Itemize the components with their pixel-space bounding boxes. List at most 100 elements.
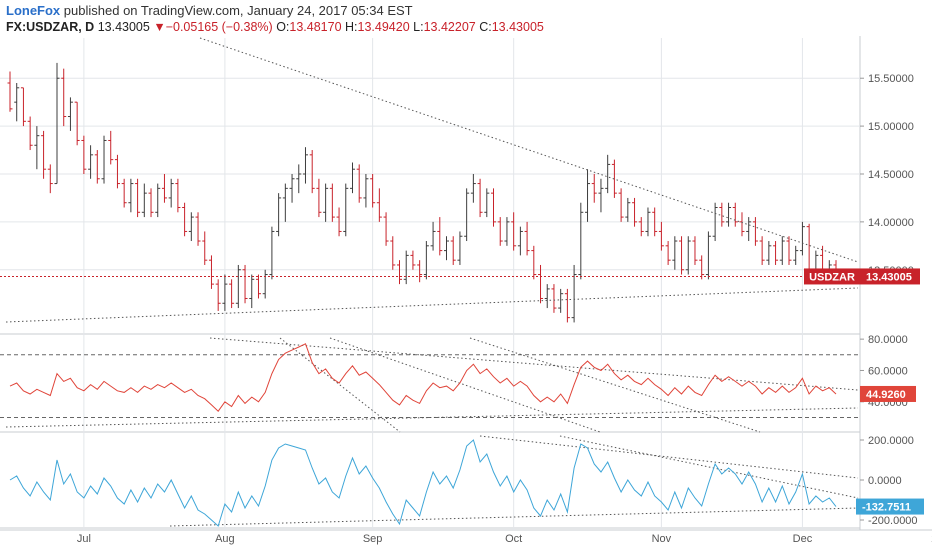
ohlc-bar bbox=[491, 188, 497, 227]
ohlc-bar bbox=[497, 217, 503, 246]
high-value: 13.49420 bbox=[357, 20, 410, 34]
high-label: H: bbox=[345, 20, 358, 34]
ohlc-bar bbox=[410, 250, 416, 270]
ohlc-bar bbox=[222, 274, 228, 311]
ohlc-bar bbox=[255, 274, 261, 299]
ohlc-bar bbox=[182, 202, 188, 237]
ohlc-bar bbox=[215, 279, 221, 311]
ohlc-bar bbox=[652, 207, 658, 237]
ohlc-bar bbox=[739, 212, 745, 237]
ohlc-bar bbox=[564, 288, 570, 323]
ohlc-bar bbox=[726, 202, 732, 227]
ohlc-bar bbox=[766, 241, 772, 265]
ohlc-bar bbox=[208, 255, 214, 289]
ohlc-bar bbox=[336, 207, 342, 237]
ohlc-bar bbox=[658, 221, 664, 251]
trendline-upper bbox=[199, 37, 859, 263]
ohlc-bar bbox=[41, 130, 47, 179]
ohlc-bar bbox=[591, 173, 597, 203]
ohlc-bar bbox=[269, 226, 275, 280]
time-axis-label: Nov bbox=[652, 533, 672, 545]
ohlc-bar bbox=[786, 236, 792, 265]
ohlc-bar bbox=[282, 183, 288, 222]
cci-trendline-upper bbox=[479, 435, 859, 479]
last-price: 13.43005 bbox=[97, 20, 150, 34]
symbol-label: FX:USDZAR, D bbox=[6, 20, 95, 34]
ohlc-bar bbox=[638, 217, 644, 237]
close-value: 13.43005 bbox=[491, 20, 544, 34]
ohlc-bar bbox=[705, 231, 711, 280]
ohlc-bar bbox=[611, 159, 617, 198]
ohlc-bar bbox=[430, 221, 436, 251]
ohlc-bar bbox=[27, 116, 33, 151]
cci-current-value: -132.7511 bbox=[862, 502, 911, 514]
low-value: 13.42207 bbox=[423, 20, 476, 34]
ohlc-bar bbox=[538, 264, 544, 304]
time-axis-label: Jul bbox=[77, 533, 91, 545]
symbol-tag-label: USDZAR bbox=[809, 271, 855, 283]
author-name[interactable]: LoneFox bbox=[6, 3, 61, 18]
time-axis-label: Sep bbox=[363, 533, 383, 545]
ohlc-bar bbox=[20, 87, 26, 127]
rsi-axis-label: 60.0000 bbox=[868, 365, 908, 377]
ohlc-bar bbox=[618, 188, 624, 222]
ohlc-bar bbox=[517, 226, 523, 256]
ohlc-bar bbox=[417, 260, 423, 283]
price-axis-label: 15.00000 bbox=[868, 121, 914, 133]
ohlc-bar bbox=[235, 264, 241, 309]
price-change: −0.05165 (−0.38%) bbox=[165, 20, 273, 34]
ohlc-bar bbox=[67, 97, 73, 131]
rsi-value-tag bbox=[860, 385, 916, 402]
cross-trendline-1 bbox=[279, 337, 401, 433]
ohlc-bar bbox=[363, 173, 369, 208]
ohlc-bar bbox=[81, 135, 87, 174]
ohlc-bar bbox=[759, 236, 765, 265]
ohlc-bar bbox=[61, 68, 67, 127]
ohlc-bar bbox=[108, 130, 114, 165]
down-arrow-icon: ▼ bbox=[153, 20, 166, 34]
ohlc-bar bbox=[54, 62, 60, 185]
ohlc-bar bbox=[343, 183, 349, 237]
ohlc-bars bbox=[7, 62, 839, 323]
ohlc-bar bbox=[712, 202, 718, 242]
ohlc-bar bbox=[94, 150, 100, 184]
ohlc-bar bbox=[524, 221, 530, 256]
ohlc-bar bbox=[195, 212, 201, 246]
ohlc-bar bbox=[746, 217, 752, 242]
ohlc-bar bbox=[457, 231, 463, 265]
publish-line: LoneFox published on TradingView.com, Ja… bbox=[6, 3, 413, 18]
time-axis-label: Oct bbox=[505, 533, 522, 545]
ohlc-bar bbox=[262, 269, 268, 299]
ohlc-bar bbox=[793, 245, 799, 265]
ohlc-bar bbox=[155, 183, 161, 218]
ohlc-bar bbox=[685, 236, 691, 275]
rsi-current-value: 44.9260 bbox=[866, 389, 906, 401]
open-label: O: bbox=[276, 20, 290, 34]
time-axis-label: Aug bbox=[215, 533, 235, 545]
cci-axis-label: 0.0000 bbox=[868, 475, 902, 487]
ohlc-bar bbox=[477, 178, 483, 218]
ohlc-bar bbox=[356, 164, 362, 203]
ohlc-bar bbox=[444, 236, 450, 261]
ohlc-bar bbox=[202, 231, 208, 265]
chart-header: LoneFox published on TradingView.com, Ja… bbox=[0, 0, 932, 36]
ohlc-bar bbox=[175, 178, 181, 213]
ohlc-bar bbox=[289, 173, 295, 203]
ohlc-bar bbox=[370, 173, 376, 208]
ohlc-bar bbox=[121, 178, 127, 208]
ohlc-bar bbox=[34, 126, 40, 170]
ohlc-bar bbox=[605, 154, 611, 194]
ohlc-bar bbox=[484, 188, 490, 218]
ohlc-bar bbox=[773, 241, 779, 265]
ohlc-bar bbox=[128, 178, 134, 213]
ohlc-bar bbox=[168, 178, 174, 208]
ohlc-bar bbox=[141, 183, 147, 218]
ohlc-bar bbox=[571, 264, 577, 323]
ohlc-bar bbox=[511, 212, 517, 251]
ohlc-bar bbox=[242, 264, 248, 304]
ohlc-bar bbox=[598, 178, 604, 213]
ohlc-bar bbox=[74, 101, 80, 146]
price-axis-label: 14.50000 bbox=[868, 169, 914, 181]
ohlc-bar bbox=[323, 183, 329, 222]
